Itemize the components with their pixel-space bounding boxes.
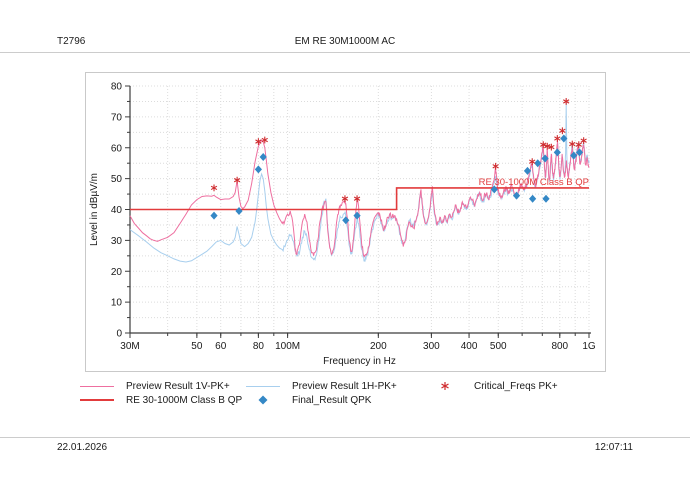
- svg-text:100M: 100M: [275, 341, 300, 352]
- svg-text:20: 20: [111, 267, 123, 278]
- report-time: 12:07:11: [594, 442, 633, 453]
- legend-label: Critical_Freqs PK+: [474, 380, 558, 392]
- critical-freq-marker: [233, 176, 241, 184]
- header-divider: [0, 52, 690, 53]
- final-qpk-marker: [353, 211, 361, 220]
- svg-text:300: 300: [423, 341, 440, 352]
- final-qpk-marker: [523, 166, 532, 175]
- final-qpk-marker: [534, 159, 542, 168]
- critical-freq-marker: [261, 136, 268, 144]
- svg-text:80: 80: [253, 341, 265, 352]
- diamond-marker-icon: [246, 394, 280, 406]
- svg-text:500: 500: [490, 341, 507, 352]
- final-qpk-marker: [342, 216, 350, 225]
- svg-text:Frequency in Hz: Frequency in Hz: [323, 356, 396, 367]
- critical-freq-marker: [569, 140, 576, 148]
- legend-label: RE 30-1000M Class B QP: [126, 394, 243, 406]
- svg-text:200: 200: [370, 341, 387, 352]
- chart-canvas: 0 10 20 30 40 50 60 70 80 30M 50 60 80 100M 200 300 400 5…: [89, 82, 596, 368]
- report-date: 22.01.2026: [57, 442, 108, 453]
- final-qpk-marker: [235, 207, 243, 216]
- legend-item-preview-1h: Preview Result 1H-PK+: [246, 379, 397, 393]
- legend-label: Preview Result 1H-PK+: [292, 380, 397, 392]
- svg-text:60: 60: [111, 143, 123, 154]
- critical-freq-marker: [492, 162, 499, 170]
- svg-text:800: 800: [551, 341, 568, 352]
- final-qpk-marker: [575, 148, 584, 157]
- svg-text:400: 400: [461, 341, 478, 352]
- final-qpk-marker: [512, 191, 521, 200]
- final-qpk-marker: [541, 154, 549, 163]
- emission-chart: 0 10 20 30 40 50 60 70 80 30M 50 60 80 100M 200 300 400 5…: [85, 72, 606, 372]
- blue-line-swatch: [246, 385, 280, 387]
- legend-label: Final_Result QPK: [292, 394, 372, 406]
- critical-freq-marker: [540, 141, 547, 149]
- critical-freq-marker: [341, 195, 349, 203]
- asterisk-marker-icon: [428, 380, 462, 392]
- svg-text:30M: 30M: [120, 341, 139, 352]
- svg-text:50: 50: [191, 341, 203, 352]
- final-qpk-marker: [553, 148, 561, 157]
- legend-item-critical-freqs: Critical_Freqs PK+: [428, 379, 558, 393]
- critical-freq-marker: [529, 158, 536, 166]
- svg-text:Level in dBµV/m: Level in dBµV/m: [89, 173, 100, 246]
- legend-item-preview-1v: Preview Result 1V-PK+: [80, 379, 242, 393]
- final-qpk-marker: [210, 211, 218, 220]
- svg-text:70: 70: [111, 112, 123, 123]
- svg-text:50: 50: [111, 174, 123, 185]
- svg-text:10: 10: [111, 298, 123, 309]
- critical-freq-marker: [580, 137, 587, 145]
- final-qpk-marker: [542, 194, 550, 203]
- legend-item-final-qpk: Final_Result QPK: [246, 393, 397, 407]
- final-qpk-marker: [570, 151, 578, 160]
- legend-item-limit: RE 30-1000M Class B QP: [80, 393, 242, 407]
- critical-freq-marker: [554, 135, 561, 142]
- red-line-swatch: [80, 399, 114, 401]
- trace-preview-1v: [129, 139, 590, 258]
- final-qpk-marker: [490, 185, 498, 194]
- svg-text:40: 40: [111, 205, 123, 216]
- critical-freq-marker: [210, 184, 218, 192]
- svg-text:60: 60: [215, 341, 227, 352]
- limit-line-label: RE 30-1000M Class B QP: [479, 177, 589, 188]
- svg-text:1G: 1G: [582, 341, 596, 352]
- footer-divider: [0, 437, 690, 438]
- final-qpk-marker: [529, 194, 537, 203]
- page-title: EM RE 30M1000M AC: [294, 36, 396, 47]
- svg-text:30: 30: [111, 236, 123, 247]
- critical-freq-marker: [575, 141, 582, 149]
- legend-label: Preview Result 1V-PK+: [126, 380, 230, 392]
- svg-text:0: 0: [116, 329, 122, 340]
- critical-freq-marker: [353, 195, 361, 203]
- critical-freq-marker: [548, 143, 555, 151]
- critical-freq-marker: [562, 98, 570, 105]
- critical-freq-marker: [559, 127, 566, 135]
- svg-text:80: 80: [111, 82, 123, 93]
- final-qpk-marker: [254, 165, 262, 174]
- test-id: T2796: [57, 36, 86, 47]
- critical-freq-marker: [544, 142, 551, 150]
- pink-line-swatch: [80, 385, 114, 387]
- critical-freq-marker: [255, 138, 262, 145]
- final-qpk-marker: [560, 134, 568, 143]
